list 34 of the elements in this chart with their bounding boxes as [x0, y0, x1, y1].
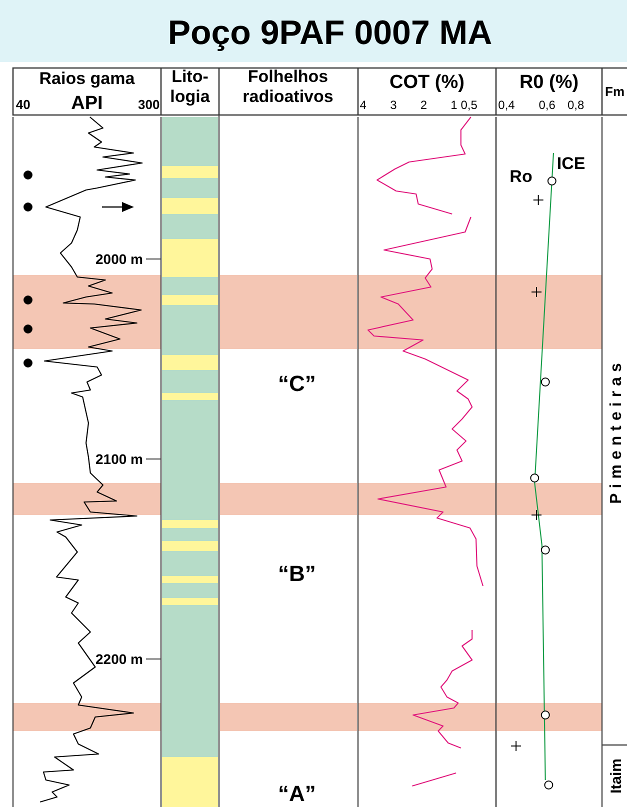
x-tick-label: 0,8 — [567, 98, 584, 112]
y-tick-label: 2000 m — [96, 251, 143, 267]
text: Pimenteiras — [608, 358, 626, 504]
x-tick-label: 4 — [360, 98, 367, 112]
chart-title: Raios gama — [39, 69, 136, 88]
point — [23, 202, 32, 212]
line-series — [40, 116, 143, 803]
x-tick-label: 3 — [390, 98, 398, 112]
x-tick-label: 0,6 — [538, 98, 556, 112]
text: Fm — [605, 84, 624, 99]
x-tick-label: 2 — [420, 98, 428, 112]
x-axis-title: API — [71, 93, 103, 114]
chart-title: R0 (%) — [519, 72, 579, 93]
point — [23, 324, 32, 334]
text: “B” — [278, 561, 316, 586]
y-tick-label: 2100 m — [96, 451, 143, 467]
text: Poço 9PAF 0007 MA — [168, 14, 492, 52]
x-tick-label: 0,5 — [460, 98, 478, 112]
text: Folhelhos radioativos — [242, 67, 334, 106]
text: “A” — [278, 781, 316, 806]
series-label: Ro — [510, 167, 532, 186]
x-tick-label: 300 — [138, 97, 160, 112]
y-tick-label: 2200 m — [96, 651, 143, 667]
text: Lito- logia — [170, 67, 210, 106]
point — [23, 170, 32, 180]
x-tick-label: 0,4 — [498, 98, 516, 112]
series-label: ICE — [556, 154, 586, 173]
text: Itaim — [608, 758, 625, 794]
text: “C” — [278, 371, 316, 396]
point — [23, 296, 32, 304]
x-tick-label: 40 — [16, 97, 30, 112]
x-tick-label: 1 — [450, 98, 458, 112]
point — [23, 358, 32, 368]
chart-title: COT (%) — [390, 72, 464, 93]
